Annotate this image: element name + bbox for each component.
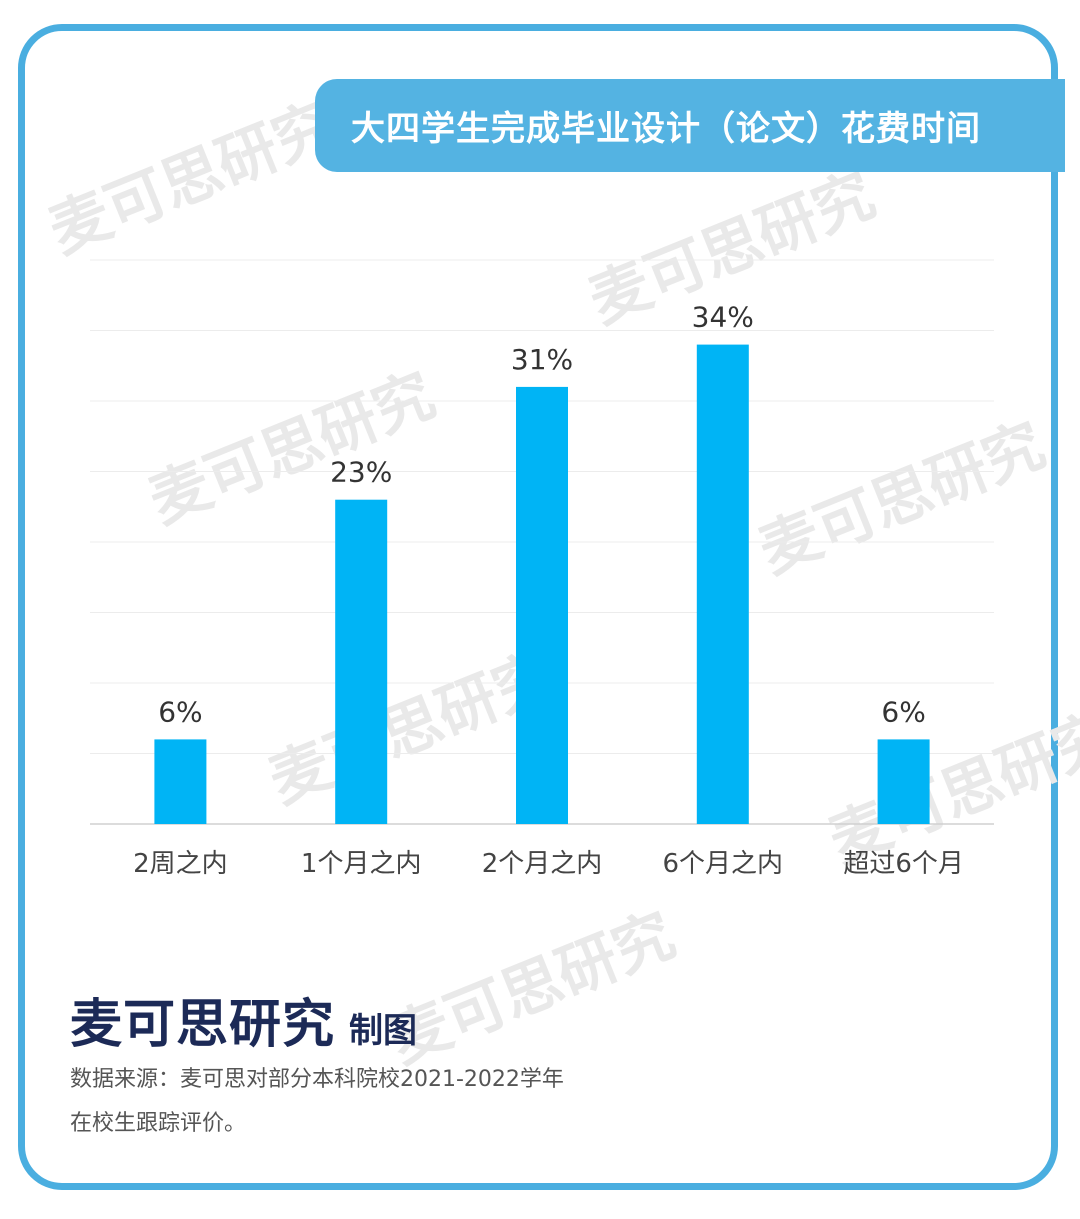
bar [877, 739, 930, 824]
brand-name: 麦可思研究 [70, 995, 336, 1055]
brand-signature: 麦可思研究 制图 [70, 982, 417, 1057]
data-label: 23% [330, 456, 392, 489]
data-label: 6% [158, 695, 202, 728]
x-tick-label: 2个月之内 [482, 849, 603, 879]
title-banner: 大四学生完成毕业设计（论文）花费时间 [315, 79, 1065, 172]
data-label: 6% [881, 695, 925, 728]
data-label: 31% [511, 343, 573, 376]
bar [516, 386, 568, 824]
x-tick-label: 超过6个月 [843, 849, 964, 879]
data-source-note: 数据来源：麦可思对部分本科院校2021-2022学年 在校生跟踪评价。 [70, 1058, 630, 1146]
brand-suffix: 制图 [349, 1011, 418, 1051]
source-line-1: 数据来源：麦可思对部分本科院校2021-2022学年 [70, 1067, 564, 1092]
source-line-2: 在校生跟踪评价。 [70, 1111, 247, 1136]
bar [696, 344, 749, 824]
x-tick-label: 6个月之内 [663, 849, 784, 879]
bar [154, 739, 207, 824]
bar [335, 499, 388, 824]
data-label: 34% [692, 301, 754, 334]
chart-title: 大四学生完成毕业设计（论文）花费时间 [351, 109, 981, 149]
x-tick-label: 2周之内 [133, 849, 228, 879]
x-tick-label: 1个月之内 [301, 849, 422, 879]
